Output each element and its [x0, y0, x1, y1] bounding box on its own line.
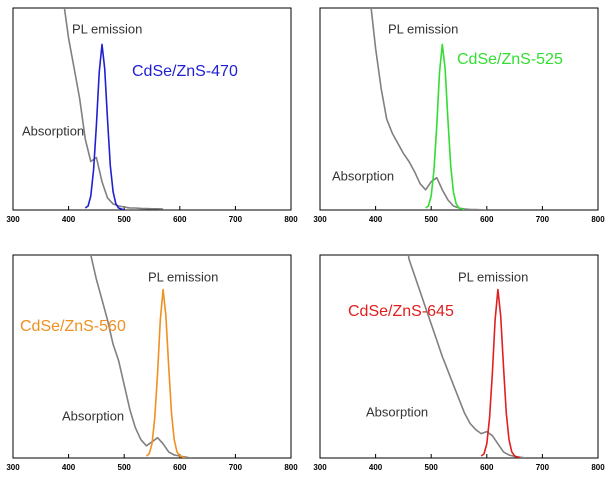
x-tick-label: 800	[284, 215, 298, 224]
spectrum-line	[480, 288, 521, 458]
plot-area	[407, 255, 526, 458]
plot-frame	[12, 7, 292, 211]
plot-frame	[319, 254, 599, 459]
x-tick-label: 400	[62, 215, 76, 224]
x-tick-label: 600	[480, 215, 494, 224]
plot-area	[63, 8, 164, 210]
annotation: Absorption	[366, 404, 428, 419]
x-tick-label: 300	[313, 215, 327, 224]
sample-label: CdSe/ZnS-525	[457, 51, 563, 68]
spectrum-line	[407, 255, 526, 458]
spectrum-line	[63, 8, 164, 210]
annotation: PL emission	[388, 21, 458, 36]
sample-label: CdSe/ZnS-560	[20, 318, 126, 335]
spectrum-line	[145, 288, 186, 458]
plot-area	[370, 8, 487, 210]
annotation: PL emission	[72, 21, 142, 36]
x-tick-label: 700	[536, 215, 550, 224]
sample-label: CdSe/ZnS-470	[132, 63, 238, 80]
annotation: Absorption	[332, 168, 394, 183]
spectrum-line	[84, 43, 125, 210]
annotation: PL emission	[148, 269, 218, 284]
x-tick-label: 700	[229, 215, 243, 224]
plot-area	[89, 255, 192, 458]
annotation: Absorption	[62, 408, 124, 423]
x-tick-label: 500	[118, 215, 132, 224]
spectrum-line	[370, 8, 487, 210]
annotation: Absorption	[22, 123, 84, 138]
plot-frame	[12, 254, 292, 459]
x-tick-label: 600	[480, 463, 494, 472]
spectrum-line	[89, 255, 192, 458]
annotation: PL emission	[458, 269, 528, 284]
x-tick-label: 400	[62, 463, 76, 472]
x-tick-label: 400	[369, 463, 383, 472]
x-tick-label: 700	[229, 463, 243, 472]
x-tick-label: 700	[536, 463, 550, 472]
x-tick-label: 500	[118, 463, 132, 472]
x-tick-label: 800	[284, 463, 298, 472]
x-tick-label: 300	[6, 463, 20, 472]
spectrum-line	[425, 43, 465, 210]
x-tick-label: 800	[591, 463, 605, 472]
x-tick-label: 800	[591, 215, 605, 224]
x-tick-label: 500	[425, 215, 439, 224]
x-tick-label: 600	[173, 215, 187, 224]
x-tick-label: 600	[173, 463, 187, 472]
x-tick-label: 500	[425, 463, 439, 472]
x-tick-label: 300	[313, 463, 327, 472]
x-tick-label: 300	[6, 215, 20, 224]
x-tick-label: 400	[369, 215, 383, 224]
plot-frame	[319, 7, 599, 211]
sample-label: CdSe/ZnS-645	[348, 303, 454, 320]
